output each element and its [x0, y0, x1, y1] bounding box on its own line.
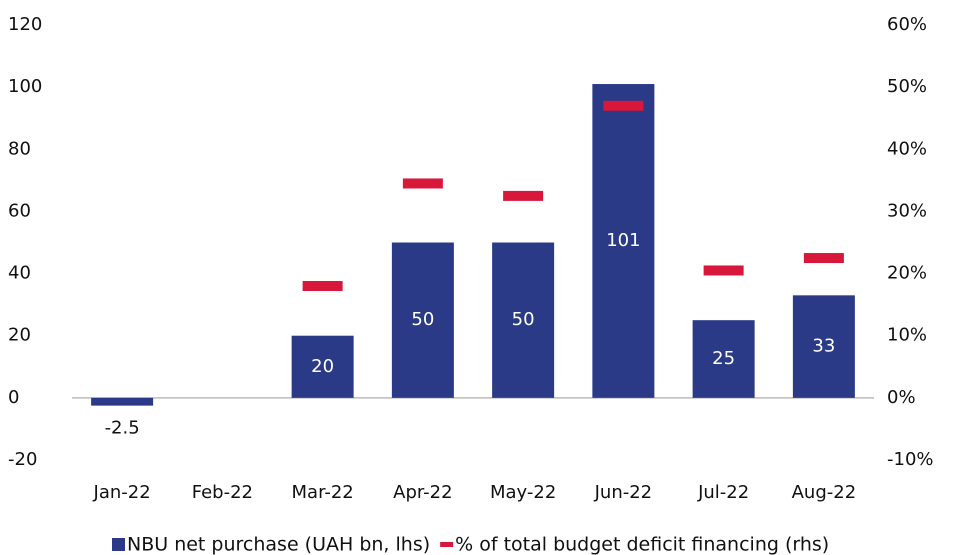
- y2-tick-label: -10%: [887, 449, 934, 470]
- legend-swatch: [112, 538, 125, 551]
- y2-tick-label: 40%: [887, 138, 927, 159]
- bar: [492, 242, 555, 398]
- y2-tick-label: 0%: [887, 387, 916, 408]
- dash-marker: [402, 178, 443, 189]
- value-label: 25: [712, 348, 735, 369]
- dash-marker: [503, 190, 544, 201]
- x-tick-label: Jun-22: [594, 482, 653, 503]
- y2-tick-label: 50%: [887, 76, 927, 97]
- x-tick-label: Feb-22: [192, 482, 253, 503]
- dash-marker: [603, 100, 644, 111]
- y-tick-label: 60: [8, 200, 31, 221]
- legend-swatch: [440, 542, 454, 547]
- x-tick-label: Aug-22: [792, 482, 857, 503]
- x-tick-label: Jan-22: [93, 482, 151, 503]
- dash-marker: [703, 265, 744, 276]
- x-tick-label: Apr-22: [393, 482, 452, 503]
- bar: [692, 320, 755, 398]
- bar: [592, 84, 655, 398]
- y-tick-label: 120: [8, 14, 42, 35]
- legend-label: NBU net purchase (UAH bn, lhs): [127, 534, 430, 555]
- bar: [792, 295, 855, 398]
- value-label: 33: [812, 336, 835, 357]
- y2-tick-label: 60%: [887, 14, 927, 35]
- x-tick-label: May-22: [490, 482, 556, 503]
- dash-marker: [302, 281, 343, 291]
- x-tick-label: Jul-22: [697, 482, 749, 503]
- x-tick-label: Mar-22: [292, 482, 354, 503]
- y-tick-label: 80: [8, 138, 31, 159]
- value-label: 101: [606, 230, 640, 251]
- value-label: 50: [512, 309, 535, 330]
- bar: [391, 242, 454, 398]
- value-label: -2.5: [105, 418, 140, 439]
- legend-label: % of total budget deficit financing (rhs…: [455, 534, 829, 555]
- y2-tick-label: 30%: [887, 200, 927, 221]
- y2-tick-label: 10%: [887, 325, 927, 346]
- y-tick-label: 0: [8, 387, 19, 408]
- value-label: 20: [311, 356, 334, 377]
- dash-marker: [803, 253, 844, 264]
- bar: [291, 335, 354, 398]
- y-tick-label: 40: [8, 263, 31, 284]
- y2-tick-label: 20%: [887, 263, 927, 284]
- value-label: 50: [411, 309, 434, 330]
- y-tick-label: -20: [8, 449, 37, 470]
- bar: [91, 397, 154, 406]
- y-tick-label: 100: [8, 76, 42, 97]
- y-tick-label: 20: [8, 325, 31, 346]
